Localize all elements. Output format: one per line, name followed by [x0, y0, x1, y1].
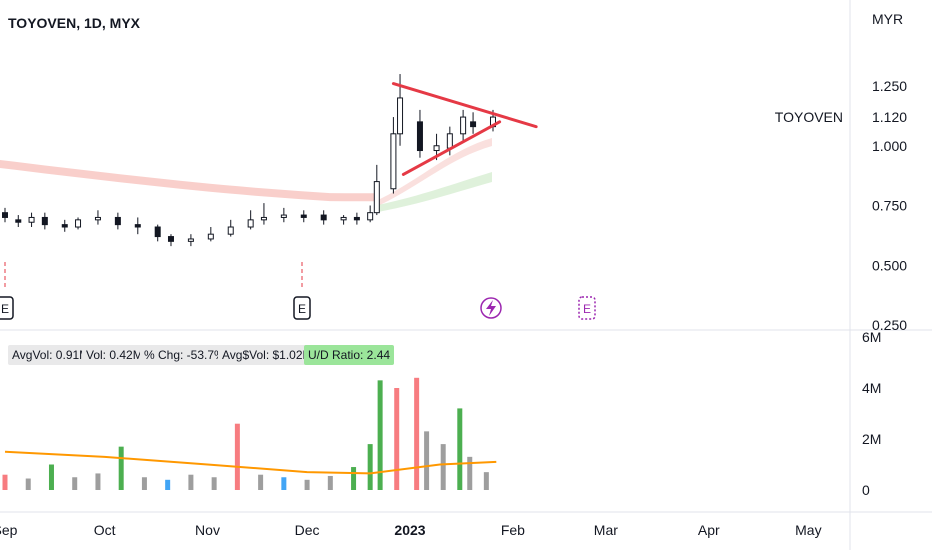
- volume-bar: [304, 479, 310, 490]
- time-tick-label: 2023: [394, 522, 425, 538]
- volume-bar: [327, 475, 333, 490]
- time-tick-label: Oct: [94, 522, 116, 538]
- volume-bar: [414, 377, 420, 490]
- candle-body: [41, 216, 48, 226]
- time-tick-label: Nov: [195, 522, 220, 538]
- candle-body: [280, 214, 287, 218]
- volume-bar: [234, 423, 240, 490]
- volume-bar: [440, 444, 446, 490]
- time-tick-label: Dec: [295, 522, 320, 538]
- candle-body: [340, 216, 347, 221]
- stat-avg-dollar-vol: Avg$Vol: $1.02M: [218, 345, 317, 365]
- volume-bar: [377, 380, 383, 490]
- candle-body: [28, 216, 35, 223]
- volume-bar: [48, 464, 54, 490]
- candle-body: [15, 219, 22, 223]
- stat-vol: Vol: 0.42M: [82, 345, 147, 365]
- candle-body: [247, 219, 254, 228]
- stat-pct-chg: % Chg: -53.7%: [140, 345, 229, 365]
- volume-bar: [72, 477, 78, 490]
- volume-bar: [258, 474, 264, 490]
- candle-body: [187, 238, 194, 242]
- currency-label: MYR: [872, 11, 903, 27]
- candle-body: [460, 116, 467, 135]
- candle-body: [373, 181, 380, 214]
- time-tick-label: Mar: [594, 522, 618, 538]
- earnings-marker[interactable]: [293, 296, 311, 320]
- volume-bar: [141, 477, 147, 490]
- volume-bar: [394, 388, 400, 490]
- time-tick-label: Sep: [0, 522, 18, 538]
- earnings-future-label: E: [583, 302, 591, 316]
- stat-avgvol: AvgVol: 0.91M: [8, 345, 94, 365]
- candle-body: [320, 214, 327, 221]
- volume-bar: [95, 473, 101, 490]
- candle-body: [167, 236, 174, 242]
- candle-body: [470, 121, 477, 128]
- volume-bar: [165, 479, 171, 490]
- ma-band-green: [378, 172, 492, 212]
- candle-body: [390, 133, 397, 190]
- time-tick-label: Feb: [501, 522, 525, 538]
- candle-body: [353, 216, 360, 221]
- candle-body: [433, 145, 440, 152]
- volume-tick-label: 0: [862, 482, 870, 498]
- volume-tick-label: 6M: [862, 329, 881, 345]
- lightning-icon: [486, 300, 496, 316]
- volume-bar: [118, 446, 124, 490]
- stat-ud-ratio: U/D Ratio: 2.44: [304, 345, 395, 365]
- price-tick-label: 0.250: [872, 317, 907, 333]
- candle-body: [397, 97, 404, 135]
- volume-bar: [2, 474, 8, 490]
- earnings-marker[interactable]: [0, 296, 14, 320]
- trendline[interactable]: [401, 120, 502, 176]
- volume-bar: [483, 472, 489, 490]
- volume-bar: [211, 477, 217, 490]
- earnings-marker-label: E: [298, 302, 306, 316]
- volume-bar: [281, 477, 287, 490]
- price-tick-label: 1.250: [872, 78, 907, 94]
- candle-body: [94, 216, 101, 221]
- symbol-title: TOYOVEN, 1D, MYX: [8, 15, 140, 31]
- candle-body: [227, 226, 234, 235]
- candle-body: [154, 226, 161, 238]
- price-tick-label: 0.750: [872, 198, 907, 214]
- candle-body: [207, 233, 214, 240]
- candle-body: [416, 121, 423, 152]
- candle-body: [61, 224, 68, 228]
- earnings-marker-label: E: [1, 302, 9, 316]
- volume-bar: [351, 467, 357, 490]
- volume-bar: [25, 478, 31, 490]
- candle-body: [446, 133, 453, 149]
- time-tick-label: Apr: [698, 522, 720, 538]
- volume-bar: [457, 408, 463, 490]
- candle-body: [367, 212, 374, 221]
- volume-tick-label: 2M: [862, 431, 881, 447]
- candle-body: [2, 212, 8, 218]
- ma-band-short: [378, 138, 492, 206]
- ma-band-red: [0, 160, 375, 202]
- volume-bar: [367, 444, 373, 490]
- time-tick-label: May: [795, 522, 821, 538]
- price-tick-label: 0.500: [872, 257, 907, 273]
- last-price-symbol: TOYOVEN: [775, 109, 843, 125]
- volume-bar: [467, 456, 473, 490]
- earnings-future-marker[interactable]: [578, 296, 596, 320]
- candle-body: [134, 224, 141, 228]
- volume-bar: [424, 431, 430, 490]
- avg-volume-line: [4, 450, 497, 475]
- candle-body: [300, 214, 307, 218]
- candle-body: [114, 216, 121, 226]
- candle-body: [75, 219, 82, 228]
- volume-bar: [188, 474, 194, 490]
- candle-body: [260, 216, 267, 221]
- last-price-label: 1.120: [872, 109, 907, 125]
- price-tick-label: 1.000: [872, 138, 907, 154]
- trendline[interactable]: [391, 82, 538, 129]
- volume-tick-label: 4M: [862, 380, 881, 396]
